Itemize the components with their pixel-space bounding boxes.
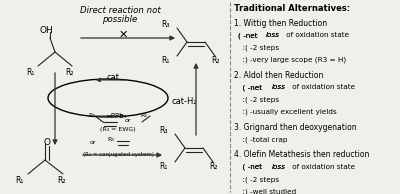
- Text: R₁: R₁: [159, 162, 167, 171]
- Text: Direct reaction not: Direct reaction not: [80, 6, 160, 15]
- Text: R₃: R₃: [107, 137, 114, 142]
- Text: O: O: [43, 138, 50, 147]
- Text: R₃: R₃: [159, 126, 167, 135]
- Text: R₁: R₁: [161, 56, 169, 65]
- Text: :( -2 steps: :( -2 steps: [238, 176, 279, 183]
- Text: of oxidation state: of oxidation state: [290, 84, 355, 90]
- Text: 1. Wittig then Reduction: 1. Wittig then Reduction: [234, 19, 327, 28]
- Text: ( -net: ( -net: [238, 164, 264, 171]
- Text: :( -2 steps: :( -2 steps: [238, 44, 279, 51]
- Text: R₁: R₁: [26, 68, 34, 77]
- Text: possible: possible: [102, 15, 138, 24]
- Text: R₃: R₃: [140, 113, 147, 118]
- Text: loss: loss: [272, 164, 286, 170]
- Text: loss: loss: [272, 84, 286, 90]
- Text: cat-H₂: cat-H₂: [172, 98, 198, 107]
- Text: cat: cat: [106, 73, 120, 82]
- Text: ( -net: ( -net: [238, 84, 264, 91]
- Text: R₃: R₃: [88, 113, 95, 118]
- Text: loss: loss: [266, 32, 280, 38]
- Text: ( -net: ( -net: [238, 84, 264, 91]
- Text: or: or: [90, 140, 96, 145]
- Text: ( -net: ( -net: [238, 32, 260, 39]
- Text: loss: loss: [266, 32, 280, 38]
- Text: :) -well studied: :) -well studied: [238, 188, 296, 194]
- Text: loss: loss: [272, 84, 286, 90]
- Text: or: or: [125, 118, 132, 123]
- Text: R₂: R₂: [209, 162, 218, 171]
- Text: ( -net: ( -net: [238, 164, 264, 171]
- Text: R₂: R₂: [57, 176, 66, 185]
- Text: 4. Olefin Metathesis then reduction: 4. Olefin Metathesis then reduction: [234, 151, 369, 159]
- Text: =PPh₃: =PPh₃: [105, 113, 126, 119]
- Text: :) -usually excellent yields: :) -usually excellent yields: [238, 109, 337, 115]
- Text: :) -very large scope (R3 = H): :) -very large scope (R3 = H): [238, 57, 346, 63]
- Text: OH: OH: [40, 26, 54, 35]
- Text: :( -2 steps: :( -2 steps: [238, 96, 279, 103]
- Text: loss: loss: [272, 164, 286, 170]
- Text: R₃: R₃: [161, 20, 169, 29]
- Text: Traditional Alternatives:: Traditional Alternatives:: [234, 4, 350, 13]
- Text: ✕: ✕: [118, 30, 128, 40]
- Text: 3. Grignard then deoxygenation: 3. Grignard then deoxygenation: [234, 123, 357, 132]
- Text: :( -total crap: :( -total crap: [238, 136, 288, 143]
- Text: 2. Aldol then Reduction: 2. Aldol then Reduction: [234, 71, 323, 80]
- Text: of oxidation state: of oxidation state: [284, 32, 349, 38]
- Text: ( -net: ( -net: [238, 32, 260, 39]
- Text: R₂: R₂: [65, 68, 74, 77]
- Text: of oxidation state: of oxidation state: [290, 164, 355, 170]
- Text: R₁: R₁: [15, 176, 23, 185]
- Text: R₂: R₂: [211, 56, 220, 65]
- Text: (R₃ = conjugated system): (R₃ = conjugated system): [83, 152, 154, 157]
- Text: (R₃ = EWG): (R₃ = EWG): [100, 127, 136, 132]
